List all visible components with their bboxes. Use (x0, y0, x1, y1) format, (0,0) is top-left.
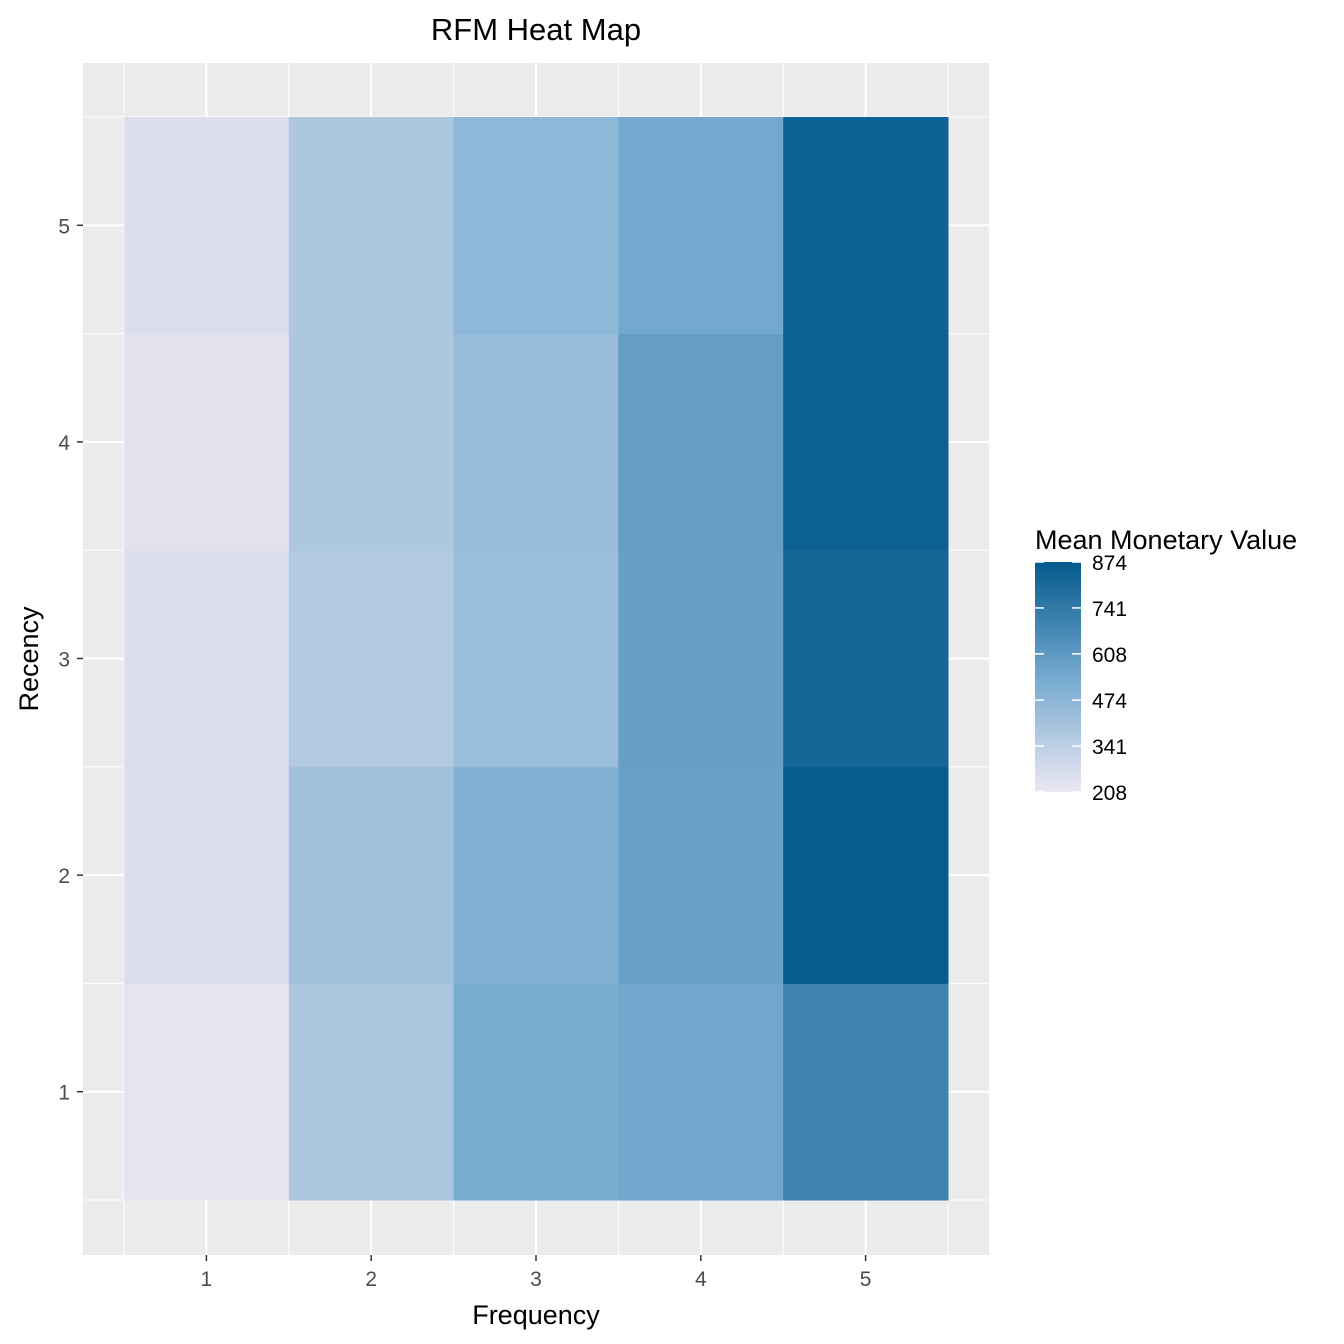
y-axis-title: Recency (14, 606, 44, 712)
y-tick-label: 3 (58, 649, 70, 672)
heatmap-cell-r1-f1 (124, 983, 290, 1201)
y-tick-label: 2 (58, 865, 70, 888)
heatmap-cell-r5-f2 (288, 117, 455, 335)
legend-tick-label: 208 (1092, 782, 1127, 805)
heatmap-cell-r4-f4 (618, 333, 784, 551)
heatmap-cell-r1-f5 (783, 983, 949, 1201)
x-axis-title: Frequency (472, 1300, 600, 1330)
legend-tick-label: 608 (1092, 644, 1127, 667)
legend-tick-label: 341 (1092, 736, 1127, 759)
legend-title: Mean Monetary Value (1035, 525, 1297, 555)
heatmap-cell-r2-f1 (124, 766, 290, 984)
heatmap-cell-r5-f1 (124, 117, 290, 335)
x-axis: 1 2 3 4 5 (201, 1255, 872, 1291)
heatmap-cell-r1-f2 (288, 983, 455, 1201)
heatmap-cells (124, 117, 949, 1201)
legend-colorbar (1035, 562, 1081, 792)
heatmap-cell-r5-f5 (783, 117, 949, 335)
heatmap-cell-r2-f2 (288, 766, 455, 984)
heatmap-cell-r4-f2 (288, 333, 455, 551)
heatmap-cell-r5-f4 (618, 117, 784, 335)
heatmap-cell-r3-f3 (453, 550, 619, 768)
x-tick-label: 3 (530, 1268, 542, 1291)
legend-tick-label: 474 (1092, 690, 1127, 713)
heatmap-cell-r3-f5 (783, 550, 949, 768)
chart-title: RFM Heat Map (431, 12, 641, 47)
y-tick-label: 5 (58, 215, 70, 238)
y-tick-label: 4 (58, 432, 70, 455)
heatmap-cell-r3-f1 (124, 550, 290, 768)
x-tick-label: 2 (365, 1268, 377, 1291)
heatmap-cell-r2-f5 (783, 766, 949, 984)
y-axis: 1 2 3 4 5 (58, 215, 83, 1105)
y-tick-label: 1 (58, 1082, 70, 1105)
heatmap-cell-r3-f2 (288, 550, 455, 768)
heatmap-cell-r2-f4 (618, 766, 784, 984)
x-tick-label: 5 (860, 1268, 872, 1291)
x-tick-label: 4 (695, 1268, 707, 1291)
heatmap-cell-r1-f4 (618, 983, 784, 1201)
x-tick-label: 1 (201, 1268, 213, 1291)
legend-tick-label: 874 (1092, 552, 1127, 575)
heatmap-cell-r1-f3 (453, 983, 619, 1201)
heatmap-cell-r3-f4 (618, 550, 784, 768)
legend-tick-label: 741 (1092, 598, 1127, 621)
heatmap-cell-r5-f3 (453, 117, 619, 335)
heatmap-cell-r2-f3 (453, 766, 619, 984)
heatmap-cell-r4-f5 (783, 333, 949, 551)
heatmap-cell-r4-f3 (453, 333, 619, 551)
heatmap-cell-r4-f1 (124, 333, 290, 551)
legend-ticks: 874 741 608 474 341 208 (1035, 552, 1127, 805)
